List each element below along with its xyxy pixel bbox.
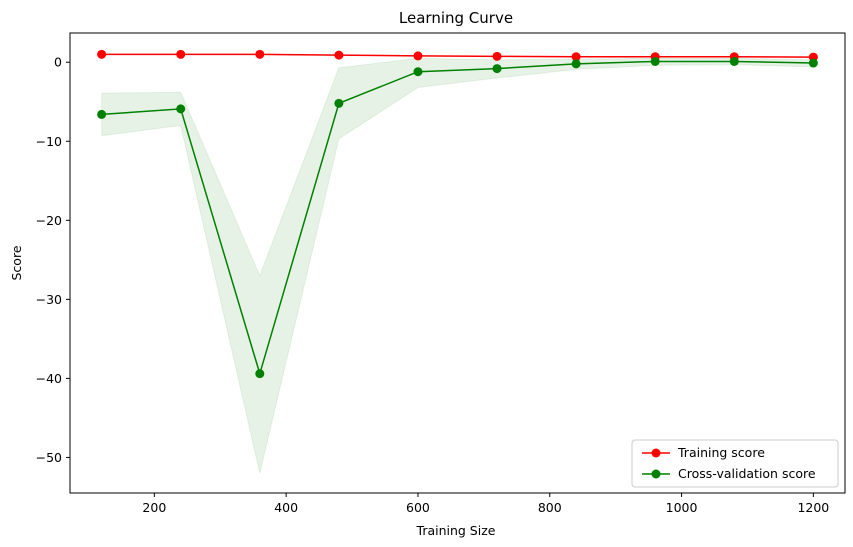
- training-score-point: [255, 49, 265, 59]
- y-tick-label: −40: [36, 371, 62, 386]
- y-tick-label: 0: [54, 55, 62, 70]
- y-axis-label: Score: [9, 245, 24, 280]
- legend-cv-marker: [651, 469, 661, 479]
- cv-score-line: [101, 60, 814, 377]
- cv-score-point: [413, 67, 423, 77]
- x-tick-label: 1000: [666, 500, 698, 515]
- cv-score-point: [97, 109, 107, 119]
- x-tick-label: 800: [538, 500, 562, 515]
- y-axis-ticks: 0 −10 −20 −30 −40 −50: [36, 55, 70, 465]
- x-tick-label: 200: [142, 500, 166, 515]
- x-tick-label: 1200: [797, 500, 829, 515]
- x-axis-ticks: 200 400 600 800 1000 1200: [142, 493, 829, 515]
- training-score-point: [492, 51, 502, 61]
- legend-cv-label: Cross-validation score: [678, 466, 816, 481]
- x-axis-label: Training Size: [416, 523, 496, 538]
- y-tick-label: −10: [36, 134, 62, 149]
- training-score-point: [413, 51, 423, 61]
- cv-score-point: [255, 369, 265, 379]
- legend-training-marker: [651, 448, 661, 458]
- x-tick-label: 400: [274, 500, 298, 515]
- training-score-point: [97, 49, 107, 59]
- cv-score-point: [808, 58, 818, 68]
- cv-score-band: [101, 57, 814, 474]
- cv-score-point: [492, 64, 502, 74]
- training-score-line: [101, 53, 814, 58]
- chart-title: Learning Curve: [399, 9, 513, 27]
- y-tick-label: −30: [36, 292, 62, 307]
- plot-frame: [69, 32, 846, 494]
- legend: Training score Cross-validation score: [631, 439, 839, 488]
- x-tick-label: 600: [406, 500, 430, 515]
- cv-score-point: [650, 56, 660, 66]
- cv-score-point: [729, 56, 739, 66]
- legend-box: [631, 439, 839, 488]
- cv-score-point: [571, 59, 581, 69]
- legend-training-label: Training score: [677, 445, 765, 460]
- score-bands: [101, 53, 814, 474]
- training-score-point: [176, 49, 186, 59]
- cv-score-point: [176, 104, 186, 114]
- score-points: [97, 49, 818, 379]
- cv-score-point: [334, 98, 344, 108]
- y-tick-label: −50: [36, 450, 62, 465]
- y-tick-label: −20: [36, 213, 62, 228]
- training-score-point: [334, 50, 344, 60]
- score-lines: [101, 53, 814, 377]
- training-score-point: [571, 52, 581, 62]
